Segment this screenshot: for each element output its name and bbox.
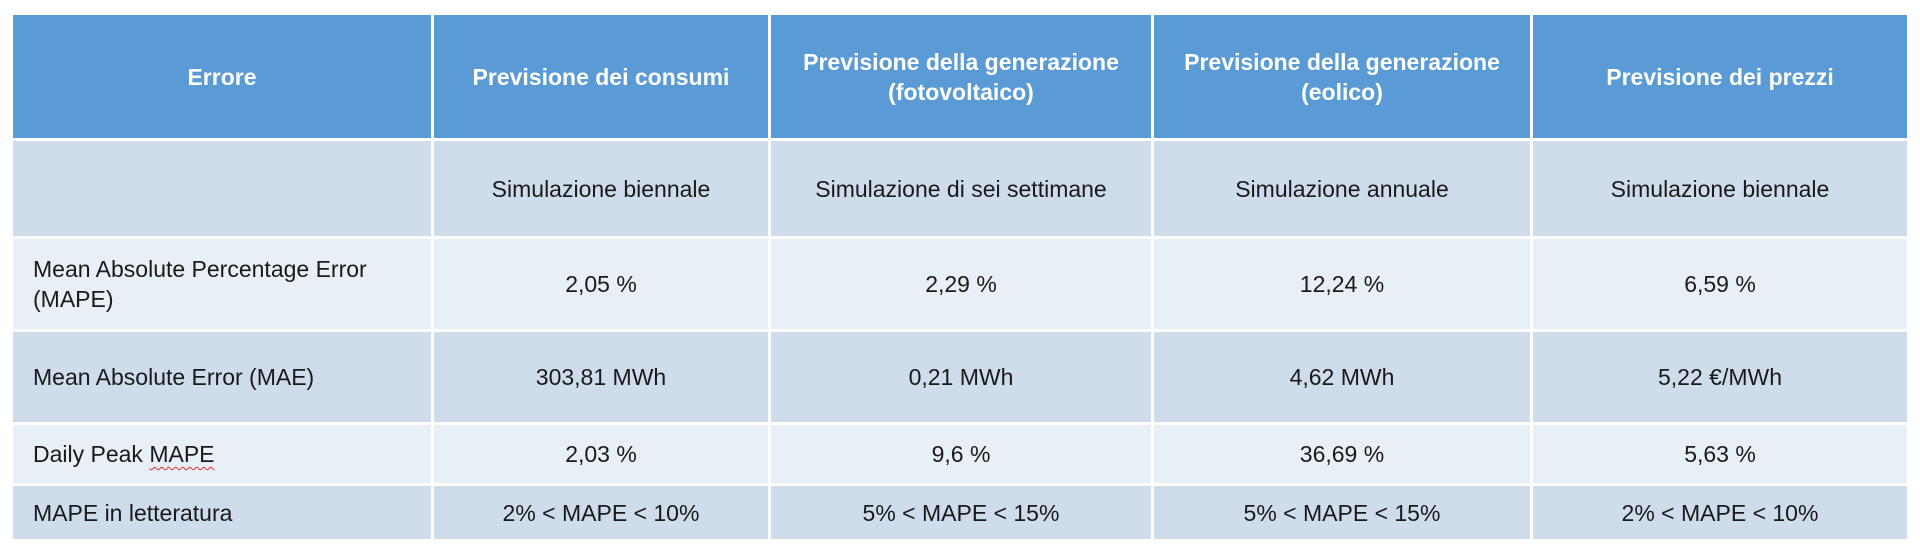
row-label: MAPE in letteratura [10,483,434,542]
table-cell: Simulazione biennale [1530,138,1910,239]
table-cell: 6,59 % [1530,236,1910,332]
table-cell: 5% < MAPE < 15% [1151,483,1533,542]
table-cell: 36,69 % [1151,422,1533,486]
table-container: Errore Previsione dei consumi Previsione… [10,12,1910,542]
table-row: MAPE in letteratura 2% < MAPE < 10% 5% <… [10,483,1910,542]
row-label: Mean Absolute Percentage Error (MAPE) [10,236,434,332]
header-previsione-prezzi: Previsione dei prezzi [1530,12,1910,141]
table-cell: 5,63 % [1530,422,1910,486]
header-previsione-fotovoltaico: Previsione della generazione (fotovoltai… [768,12,1154,141]
header-previsione-consumi: Previsione dei consumi [431,12,771,141]
row-label [10,138,434,239]
table-cell: 2,05 % [431,236,771,332]
row-label: Mean Absolute Error (MAE) [10,329,434,425]
table-cell: Simulazione di sei settimane [768,138,1154,239]
table-cell: 4,62 MWh [1151,329,1533,425]
row-label: Daily Peak MAPE [10,422,434,486]
table-row: Mean Absolute Percentage Error (MAPE) 2,… [10,236,1910,332]
table-cell: 5% < MAPE < 15% [768,483,1154,542]
table-cell: 303,81 MWh [431,329,771,425]
table-row: Daily Peak MAPE 2,03 % 9,6 % 36,69 % 5,6… [10,422,1910,486]
table-cell: 2,29 % [768,236,1154,332]
table-cell: 5,22 €/MWh [1530,329,1910,425]
table-cell: 0,21 MWh [768,329,1154,425]
header-errore: Errore [10,12,434,141]
table-cell: Simulazione annuale [1151,138,1533,239]
spellcheck-marked-word: MAPE [149,441,215,467]
table-row: Mean Absolute Error (MAE) 303,81 MWh 0,2… [10,329,1910,425]
table-cell: 2,03 % [431,422,771,486]
table-cell: 2% < MAPE < 10% [431,483,771,542]
row-label-prefix: Daily Peak [33,441,150,467]
header-previsione-eolico: Previsione della generazione (eolico) [1151,12,1533,141]
table-cell: 9,6 % [768,422,1154,486]
header-row: Errore Previsione dei consumi Previsione… [10,12,1910,141]
table-cell: Simulazione biennale [431,138,771,239]
table-row: Simulazione biennale Simulazione di sei … [10,138,1910,239]
forecast-error-table: Errore Previsione dei consumi Previsione… [10,12,1910,542]
table-cell: 2% < MAPE < 10% [1530,483,1910,542]
table-cell: 12,24 % [1151,236,1533,332]
